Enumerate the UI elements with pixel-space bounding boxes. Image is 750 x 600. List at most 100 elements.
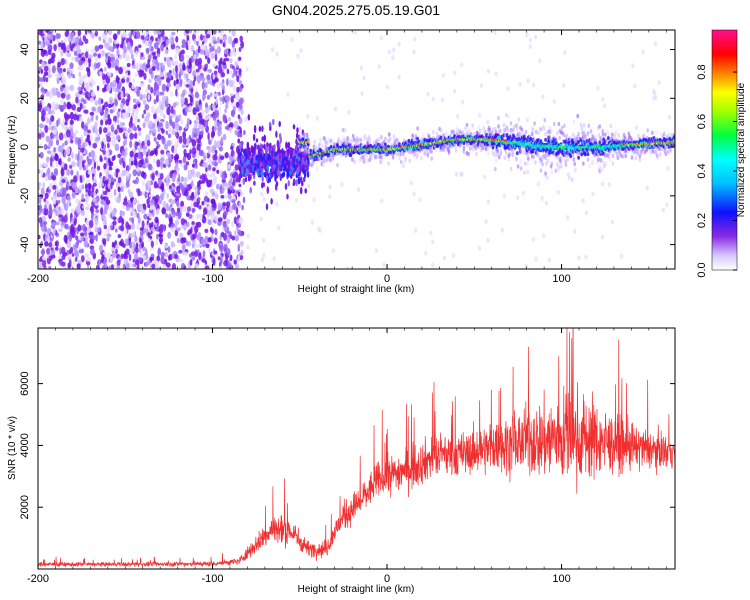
spectrogram-noise	[122, 140, 126, 148]
spectrogram-noise	[213, 161, 218, 167]
spectrogram-haze	[141, 181, 146, 186]
spectrogram-noise	[117, 234, 122, 239]
spectrogram-noise	[124, 111, 130, 119]
spectrogram-haze	[429, 230, 433, 236]
spectrogram-haze	[479, 83, 483, 88]
spectrogram-noise	[42, 181, 45, 189]
spectrogram-noise	[168, 38, 172, 44]
spectrogram-noise	[195, 104, 199, 110]
spectrogram-noise	[168, 128, 173, 133]
spectrogram-noise	[122, 161, 126, 169]
spectrogram-noise	[140, 157, 144, 165]
spectrogram-noise	[70, 139, 74, 144]
spectrogram-noise	[147, 93, 151, 101]
spectrogram-haze	[528, 37, 533, 43]
spectrogram-noise	[138, 69, 144, 78]
spectrogram-noise	[149, 205, 153, 211]
spectrogram-noise	[69, 111, 74, 120]
spectrogram-noise	[122, 150, 126, 157]
spectrogram-noise	[214, 149, 218, 155]
spectrogram-noise	[94, 55, 99, 63]
spectrogram-noise	[207, 204, 213, 209]
spectrogram-noise	[155, 62, 160, 70]
spectrogram-noise	[41, 109, 46, 117]
spectrogram-haze	[538, 58, 542, 64]
spectrogram-noise	[63, 234, 68, 243]
spectrogram-noise	[83, 240, 89, 248]
spectrogram-noise	[219, 155, 225, 161]
spectrogram-noise	[216, 84, 221, 89]
spectrogram-transition	[253, 180, 256, 186]
spectrogram-noise	[130, 112, 135, 117]
spectrogram-noise	[43, 143, 48, 151]
spectrogram-noise	[44, 234, 49, 239]
spectrogram-noise	[175, 65, 178, 73]
spectrogram-haze	[494, 71, 498, 77]
spectrogram-noise	[108, 120, 112, 125]
spectrogram-noise	[197, 45, 201, 54]
spectrogram-noise	[100, 98, 104, 104]
spectrogram-noise	[95, 233, 98, 242]
spectrogram-haze	[412, 191, 416, 197]
spectrogram-noise	[161, 136, 166, 145]
spectrogram-noise	[124, 255, 129, 259]
spectrogram-noise	[40, 131, 45, 138]
spectrogram-noise	[204, 208, 208, 215]
spectrogram-transition	[304, 188, 307, 194]
spectrogram-noise	[168, 114, 173, 120]
spectrogram-noise	[66, 146, 71, 155]
spectrogram-noise	[133, 104, 137, 110]
spectrogram-noise	[175, 156, 179, 160]
spectrogram-noise	[52, 208, 57, 213]
spectrogram-noise	[40, 169, 44, 177]
spectrogram-noise	[218, 62, 222, 69]
spectrogram-transition	[237, 148, 241, 156]
spectrogram-noise	[80, 255, 85, 263]
spectrogram-noise	[126, 77, 130, 83]
spectrogram-noise	[202, 89, 207, 96]
spectrogram-noise	[128, 120, 133, 129]
spectrogram-haze	[533, 34, 538, 40]
spectrogram-noise	[104, 43, 110, 50]
spectrogram-noise	[62, 42, 66, 51]
spectrogram-haze	[524, 263, 528, 269]
spectrogram-haze	[452, 253, 456, 259]
spectrogram-noise	[196, 40, 199, 47]
spectrogram-noise	[42, 162, 47, 167]
spectrogram-noise	[69, 134, 73, 141]
spectrogram-haze	[601, 96, 605, 102]
spectrogram-noise	[153, 147, 158, 155]
spectrogram-haze	[591, 160, 595, 166]
spectrogram-noise	[172, 172, 177, 179]
spectrogram-noise	[58, 132, 64, 141]
spectrogram-noise	[53, 168, 59, 176]
spectrogram-noise	[80, 232, 85, 237]
spectrogram-noise	[131, 241, 136, 250]
spectrogram-noise	[86, 129, 91, 134]
spectrogram-noise	[148, 187, 152, 193]
spectrogram-transition	[274, 174, 277, 182]
spectrogram-noise	[84, 38, 89, 44]
spectrogram-noise	[65, 85, 70, 94]
spectrogram-noise	[238, 80, 243, 85]
spectrogram-noise	[48, 126, 53, 131]
spectrogram-noise	[87, 92, 91, 98]
spectrogram-noise	[48, 138, 54, 147]
spectrogram-haze	[262, 237, 266, 243]
spectrogram-halo	[330, 139, 334, 144]
spectrogram-noise	[51, 65, 56, 74]
spectrogram-noise	[76, 114, 80, 122]
spectrogram-noise	[212, 63, 217, 68]
spectrogram-noise	[40, 41, 44, 50]
spectrogram-noise	[67, 93, 71, 100]
spectrogram-haze	[577, 255, 581, 261]
spectrogram-haze	[109, 193, 113, 198]
spectrogram-noise	[192, 233, 195, 241]
spectrogram-transition	[287, 162, 291, 169]
spectrogram-noise	[155, 74, 161, 82]
spectrogram-noise	[107, 131, 112, 137]
spectrogram-noise	[196, 234, 201, 241]
spectrogram-haze	[441, 73, 445, 78]
spectrogram-haze	[286, 92, 290, 97]
spectrogram-noise	[205, 63, 209, 68]
